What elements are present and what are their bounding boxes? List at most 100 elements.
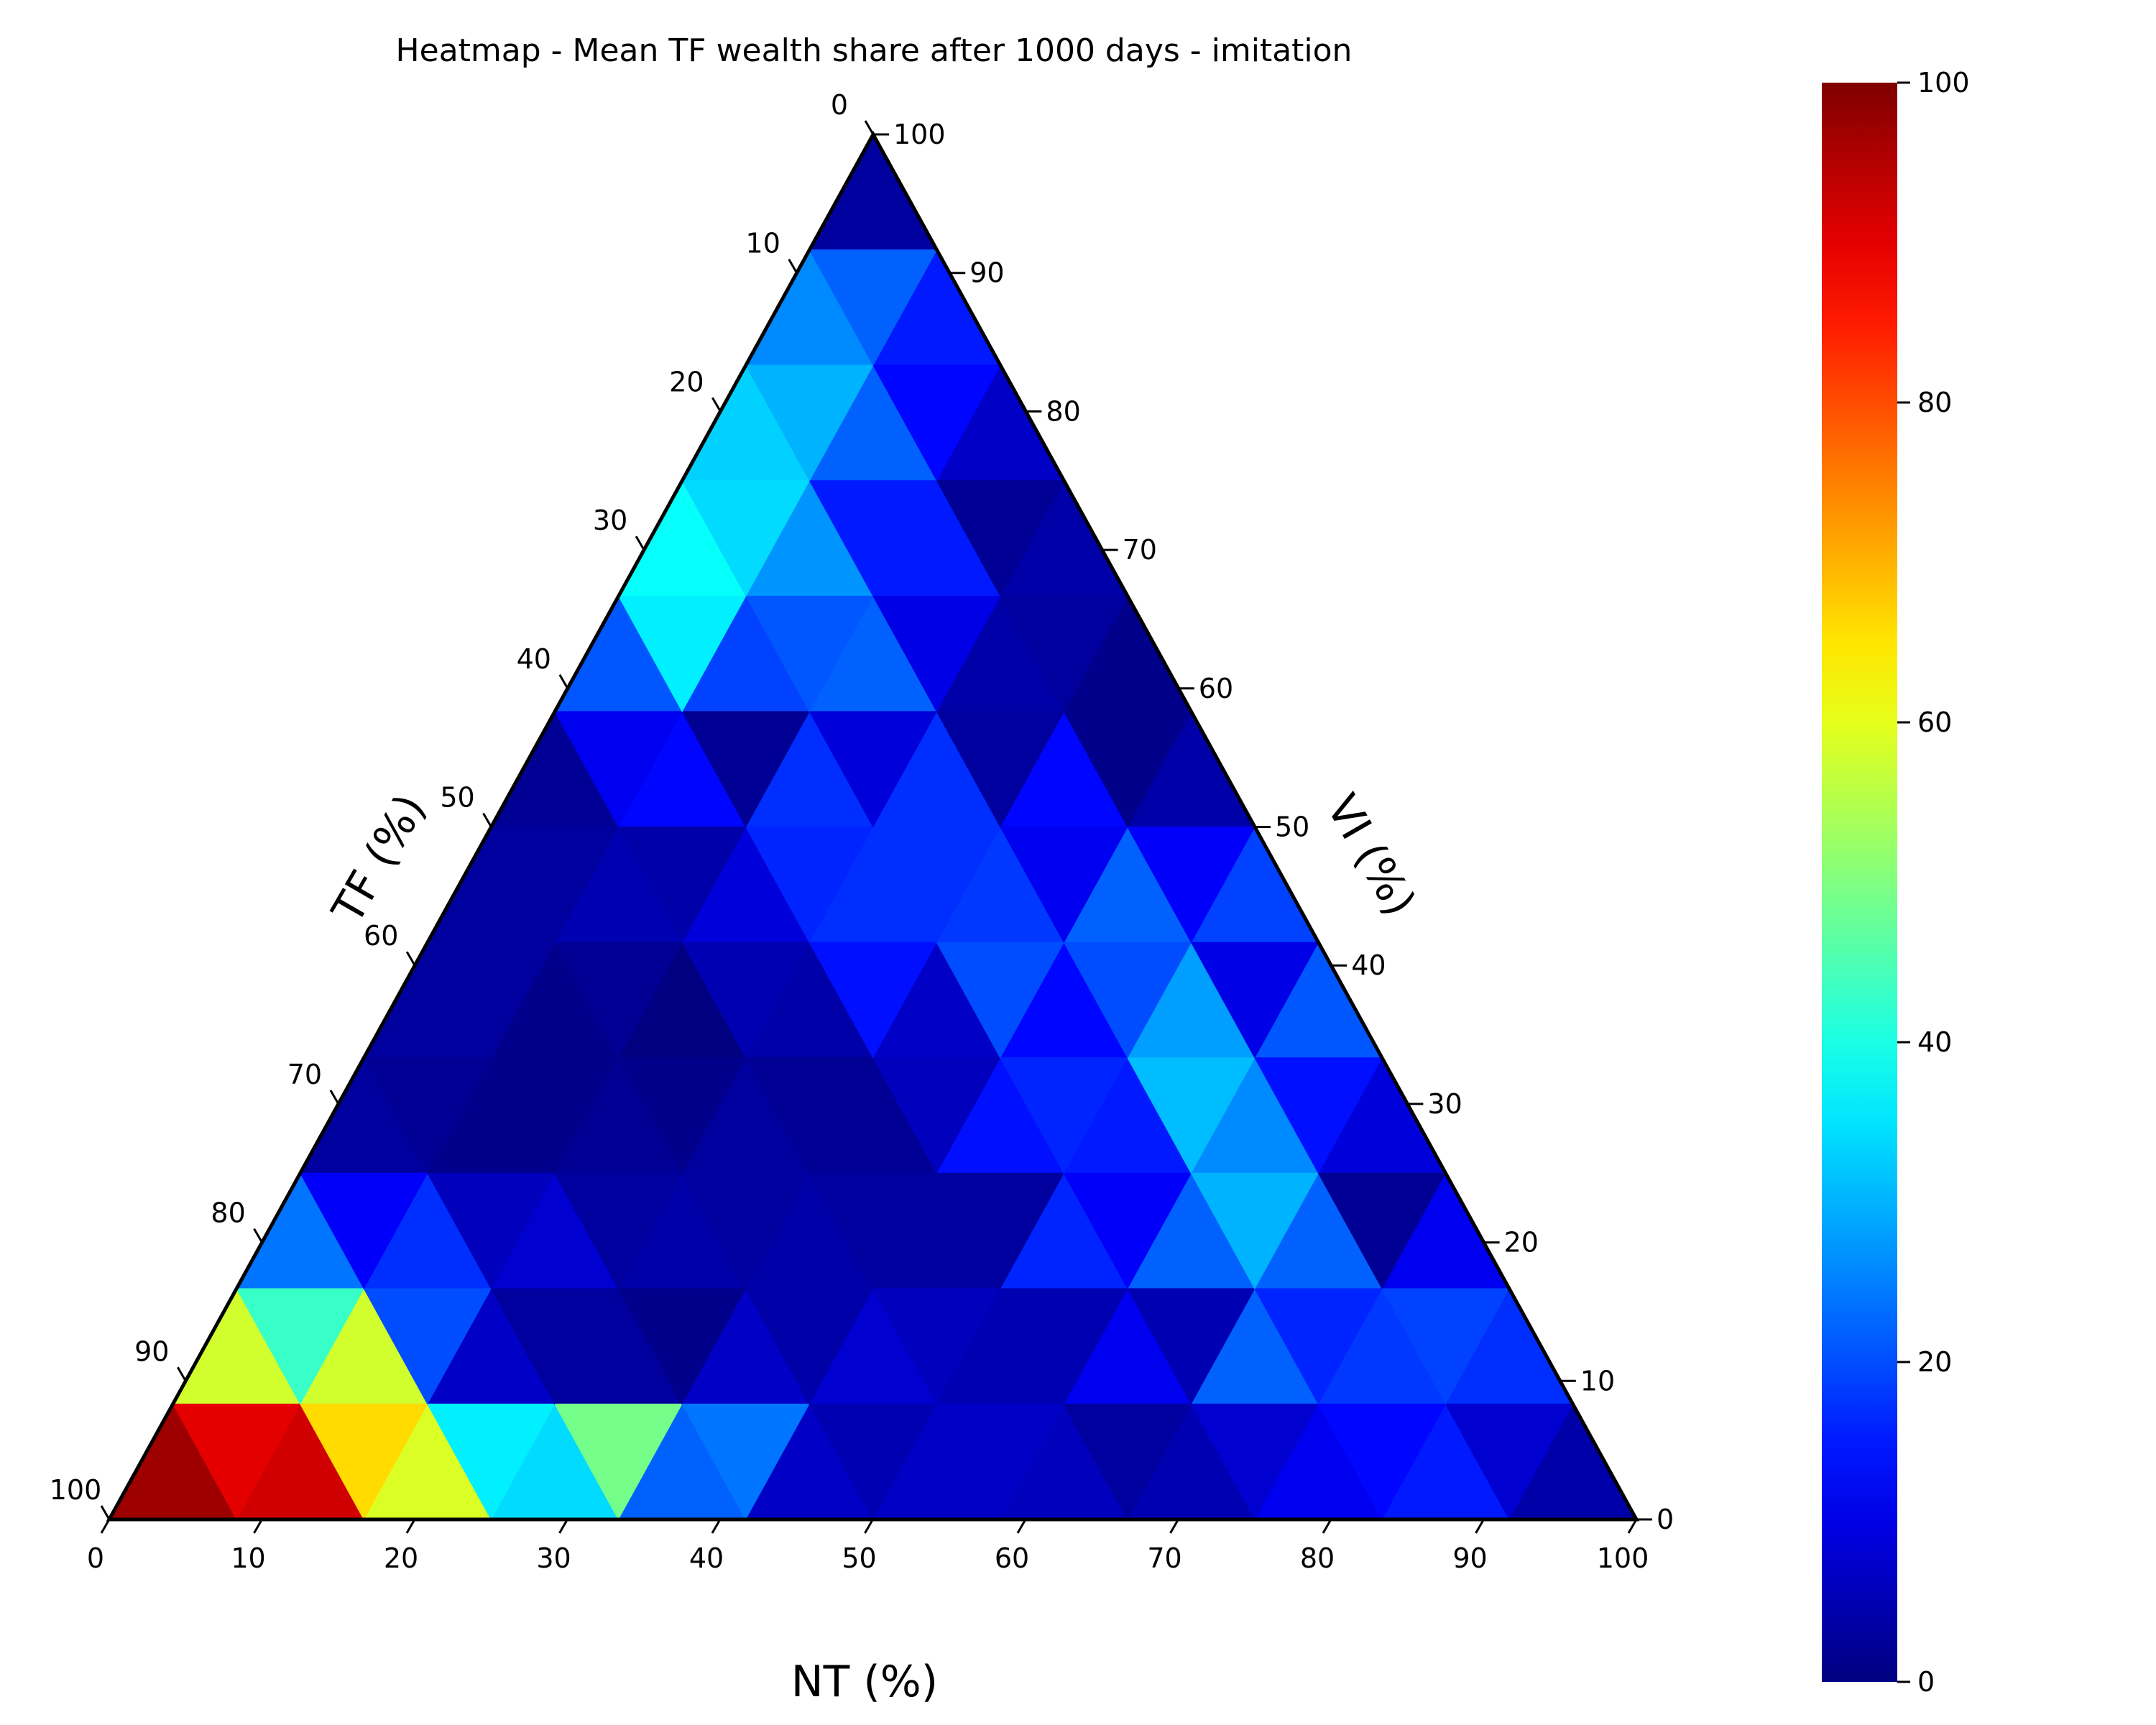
heatmap-cell — [1126, 1288, 1256, 1405]
heatmap-cell — [936, 942, 1065, 1059]
heatmap-cell — [999, 827, 1128, 944]
tf-tick-label: 30 — [593, 505, 627, 536]
nt-tick-label: 20 — [384, 1542, 418, 1574]
heatmap-cell — [681, 942, 811, 1059]
vi-tick-label: 30 — [1427, 1088, 1462, 1120]
heatmap-cell — [681, 1172, 810, 1289]
tf-tick-label: 90 — [134, 1335, 169, 1367]
vi-tick-label: 90 — [969, 257, 1004, 289]
vi-tick-label: 10 — [1580, 1365, 1615, 1397]
colorbar-gradient — [1822, 83, 1897, 1682]
heatmap-cell — [1190, 1172, 1319, 1289]
heatmap-cell — [1063, 1172, 1192, 1289]
heatmap-cell — [872, 364, 1001, 482]
heatmap-cell — [363, 1057, 492, 1174]
heatmap-cell — [808, 480, 938, 597]
heatmap-cell — [1063, 711, 1192, 828]
vi-tick-label: 40 — [1351, 949, 1386, 981]
nt-tick-label: 70 — [1147, 1542, 1181, 1574]
vi-tick-label: 80 — [1046, 395, 1080, 427]
heatmap-cell — [1317, 1403, 1447, 1521]
heatmap-cell — [1445, 1403, 1574, 1521]
heatmap-cell — [808, 1172, 938, 1289]
nt-tick-mark — [405, 1519, 416, 1534]
tf-tick-mark — [482, 812, 492, 828]
heatmap-cell — [427, 942, 556, 1059]
heatmap-cell — [172, 1403, 301, 1521]
chart-title: Heatmap - Mean TF wealth share after 100… — [396, 32, 1353, 69]
heatmap-cell — [1381, 1288, 1510, 1405]
heatmap-cell — [745, 1057, 874, 1174]
nt-tick-label: 100 — [1597, 1542, 1649, 1574]
heatmap-cell — [1317, 1172, 1447, 1289]
heatmap-cell — [554, 942, 683, 1059]
heatmap-cell — [808, 942, 938, 1059]
nt-tick-mark — [711, 1519, 722, 1534]
vi-axis-label: VI (%) — [1317, 786, 1425, 924]
heatmap-cell — [745, 1288, 874, 1405]
tf-axis-label: TF (%) — [322, 786, 436, 932]
heatmap-cell — [1190, 1403, 1319, 1521]
heatmap-cell — [872, 827, 1001, 944]
heatmap-cell — [999, 1057, 1128, 1174]
heatmap-cell — [999, 1288, 1128, 1405]
heatmap-cell — [1253, 1288, 1383, 1405]
vi-tick-label: 60 — [1199, 673, 1233, 704]
heatmap-cell — [617, 827, 747, 944]
heatmap-cell — [936, 711, 1065, 828]
nt-tick-mark — [1322, 1519, 1332, 1534]
tf-tick-label: 70 — [287, 1059, 322, 1090]
heatmap-cell — [745, 364, 874, 482]
heatmap-cell — [872, 1288, 1001, 1405]
vi-tick-label: 70 — [1123, 534, 1157, 566]
heatmap-cell — [1063, 1403, 1192, 1521]
heatmap-cell — [808, 133, 938, 251]
heatmap-cell — [490, 1288, 619, 1405]
heatmap-cell — [553, 1403, 683, 1521]
nt-tick-mark — [1016, 1519, 1027, 1534]
nt-tick-mark — [558, 1519, 568, 1534]
heatmap-cell — [236, 1288, 365, 1405]
heatmap-cell — [1127, 827, 1256, 944]
heatmap-cell — [1190, 942, 1319, 1059]
tf-tick-mark — [635, 535, 645, 551]
nt-tick-label: 10 — [231, 1542, 265, 1574]
vi-tick-label: 100 — [893, 119, 946, 150]
nt-tick-mark — [253, 1519, 263, 1534]
axis-ticks: 0 0 0 10 10 10 20 20 20 30 30 30 40 40 40 50 50 50 60 60 60 7… — [50, 89, 1674, 1574]
nt-tick-label: 30 — [536, 1542, 571, 1574]
heatmap-cell — [681, 1403, 810, 1521]
heatmap-cell — [617, 1288, 747, 1405]
nt-tick-label: 40 — [689, 1542, 724, 1574]
nt-axis-label: NT (%) — [791, 1657, 938, 1707]
heatmap-cell — [1000, 595, 1128, 712]
colorbar-tick-label: 0 — [1917, 1666, 1935, 1698]
heatmap-cell — [808, 1403, 937, 1521]
heatmap-cell — [554, 1172, 683, 1289]
heatmap-cell — [617, 595, 747, 712]
tf-tick-mark — [329, 1090, 340, 1105]
tf-tick-mark — [405, 951, 416, 966]
heatmap-cell — [490, 1057, 619, 1174]
heatmap-cell — [808, 249, 938, 367]
heatmap-cell — [1254, 1057, 1383, 1174]
heatmap-cell — [745, 827, 874, 944]
nt-tick-mark — [100, 1519, 111, 1534]
colorbar-tick-label: 100 — [1917, 67, 1970, 98]
tf-tick-label: 50 — [440, 782, 474, 814]
heatmap-cell — [426, 1172, 556, 1289]
nt-tick-label: 60 — [995, 1542, 1029, 1574]
nt-tick-label: 90 — [1452, 1542, 1487, 1574]
tf-tick-label: 0 — [831, 89, 848, 121]
heatmap-cell — [681, 480, 811, 597]
tf-tick-mark — [558, 674, 569, 689]
heatmap-cells — [109, 133, 1637, 1521]
tf-tick-mark — [864, 120, 875, 135]
heatmap-cell — [936, 1403, 1065, 1521]
heatmap-cell — [872, 595, 1001, 712]
nt-tick-mark — [1475, 1519, 1485, 1534]
tf-tick-mark — [253, 1228, 263, 1243]
nt-tick-label: 0 — [87, 1542, 104, 1574]
tf-tick-label: 40 — [517, 643, 551, 675]
